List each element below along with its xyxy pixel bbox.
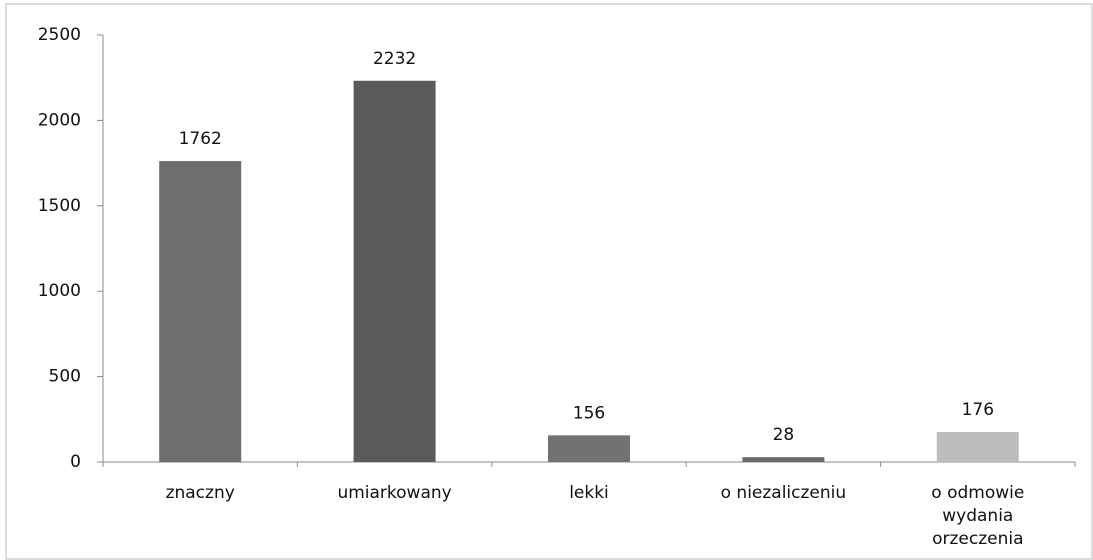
x-tick-label: umiarkowany: [337, 483, 452, 503]
x-tick-label: znaczny: [165, 483, 235, 503]
bar: [742, 457, 825, 462]
x-tick-label: lekki: [569, 483, 609, 503]
data-label: 176: [962, 400, 994, 420]
bar: [936, 431, 1019, 462]
bar: [159, 161, 242, 462]
data-label: 2232: [373, 49, 416, 69]
y-tick-label: 2500: [38, 25, 81, 45]
x-tick-label: o odmowie wydania orzeczenia: [931, 483, 1025, 549]
data-label: 156: [573, 403, 605, 423]
bar: [548, 435, 630, 462]
y-tick-label: 500: [49, 367, 81, 387]
y-tick-label: 2000: [38, 110, 81, 130]
bar: [353, 80, 436, 462]
y-tick-label: 1000: [38, 281, 81, 301]
x-tick-label: o niezaliczeniu: [720, 483, 847, 503]
data-label: 1762: [179, 129, 222, 149]
y-tick-label: 1500: [38, 196, 81, 216]
chart-frame: [5, 3, 1093, 560]
y-tick-label: 0: [70, 452, 81, 472]
data-label: 28: [773, 425, 795, 445]
